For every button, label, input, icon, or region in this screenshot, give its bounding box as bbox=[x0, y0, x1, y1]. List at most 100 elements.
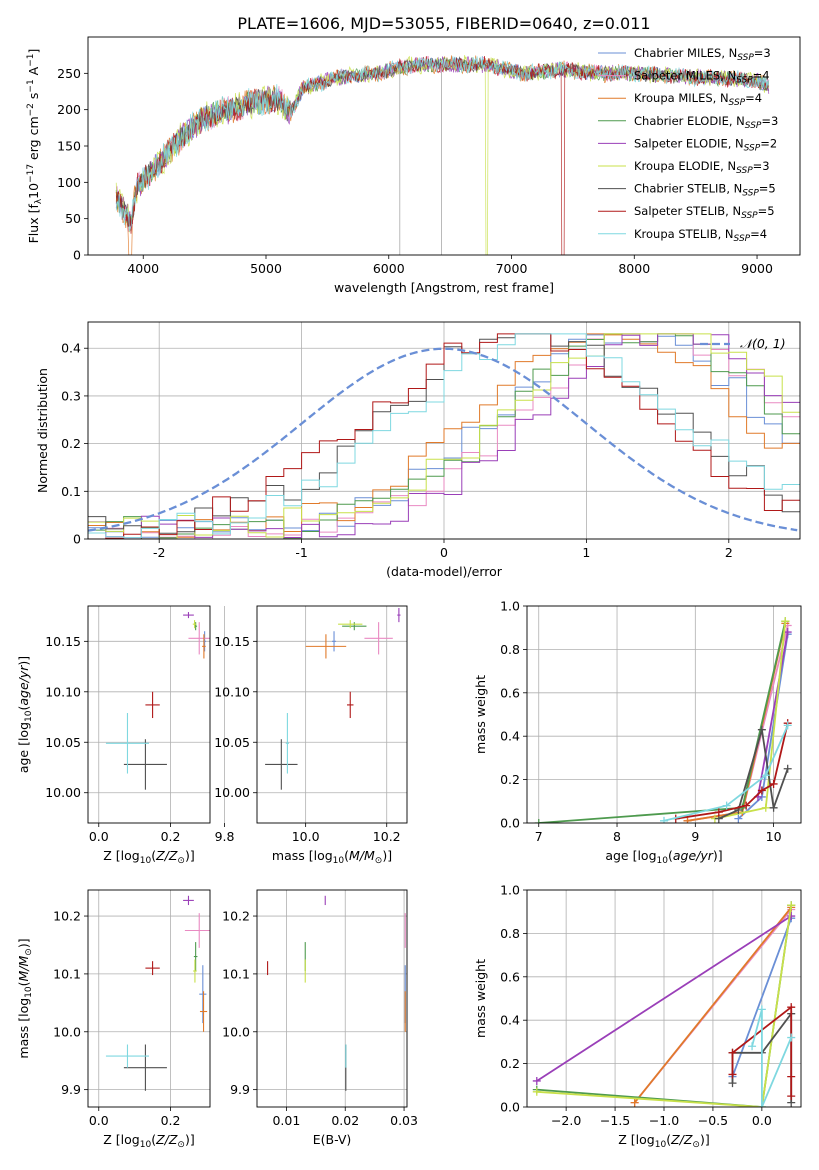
weight-line bbox=[714, 621, 787, 820]
x-tick-label: 9000 bbox=[741, 261, 773, 276]
weight-marker bbox=[728, 1070, 737, 1079]
y-tick-label: 0 bbox=[73, 248, 81, 263]
y-tick-label: 200 bbox=[57, 102, 81, 117]
x-tick-label: 0.2 bbox=[161, 829, 181, 844]
axes-frame bbox=[526, 605, 802, 824]
legend-label: 𝒩(0, 1) bbox=[740, 336, 786, 351]
y-axis-label: Normed distribution bbox=[35, 368, 50, 493]
x-tick-label: 7 bbox=[535, 829, 543, 844]
x-axis-label: Z [log10(Z/Z⊙)] bbox=[103, 1132, 194, 1150]
figure-title: PLATE=1606, MJD=53055, FIBERID=0640, z=0… bbox=[237, 14, 650, 33]
weight-marker bbox=[734, 814, 743, 823]
x-tick-label: 2 bbox=[725, 545, 733, 560]
y-tick-label: 0.2 bbox=[500, 772, 520, 787]
y-tick-label: 0.4 bbox=[500, 729, 520, 744]
y-tick-label: 10.15 bbox=[214, 634, 250, 649]
x-tick-label: -2 bbox=[153, 545, 165, 560]
y-tick-label: 0.2 bbox=[61, 436, 81, 451]
legend-label: Kroupa MILES, NSSP=4 bbox=[634, 91, 762, 108]
axes-frame bbox=[87, 889, 211, 1108]
x-tick-label: 0.0 bbox=[89, 1113, 109, 1128]
x-tick-label: 7000 bbox=[496, 261, 528, 276]
histogram-series bbox=[88, 333, 800, 539]
x-tick-label: 5000 bbox=[250, 261, 282, 276]
y-tick-label: 10.10 bbox=[214, 684, 250, 699]
weight-marker bbox=[787, 912, 796, 921]
legend: Chabrier MILES, NSSP=3 Salpeter MILES, NS… bbox=[598, 46, 778, 244]
y-axis-label: age [log10(age/yr)] bbox=[16, 656, 34, 773]
weight-marker bbox=[757, 786, 766, 795]
y-tick-label: 0.1 bbox=[61, 484, 81, 499]
weight-marker bbox=[714, 808, 723, 817]
y-tick-label: 10.2 bbox=[222, 909, 250, 924]
x-tick-label: 6000 bbox=[373, 261, 405, 276]
y-axis-label: Flux [fλ10−17 erg cm−2 s−1 A−1] bbox=[26, 49, 44, 244]
y-tick-label: 10.2 bbox=[53, 909, 81, 924]
axes-frame bbox=[87, 36, 801, 256]
legend-label: Salpeter ELODIE, NSSP=2 bbox=[634, 136, 777, 153]
legend-label: Kroupa STELIB, NSSP=4 bbox=[634, 227, 767, 244]
weight-line bbox=[663, 725, 789, 822]
y-tick-label: 9.9 bbox=[230, 1082, 250, 1097]
x-axis-label: age [log10(age/yr)] bbox=[605, 848, 722, 866]
weight-line bbox=[536, 915, 792, 1082]
legend-label: Kroupa ELODIE, NSSP=3 bbox=[634, 159, 770, 176]
weight-marker bbox=[783, 764, 792, 773]
y-tick-label: 0 bbox=[73, 532, 81, 547]
weight-marker bbox=[787, 1033, 796, 1042]
weight-line bbox=[633, 906, 792, 1104]
legend-label: Chabrier MILES, NSSP=3 bbox=[634, 46, 771, 63]
y-tick-label: 10.15 bbox=[45, 634, 81, 649]
x-tick-label: −1.5 bbox=[600, 1113, 630, 1128]
weight-marker bbox=[781, 617, 790, 626]
age-vs-mass-panel: 9.8 10.0 10.2 10.00 10.05 10.10 10.15 mass [log… bbox=[214, 605, 408, 866]
spectrum-line bbox=[115, 55, 770, 255]
weight-marker bbox=[728, 1079, 737, 1088]
legend-label: Salpeter STELIB, NSSP=5 bbox=[634, 204, 775, 221]
y-tick-label: 10.0 bbox=[222, 1024, 250, 1039]
y-axis-label: mass [log10(M/M⊙)] bbox=[16, 938, 34, 1058]
weight-marker bbox=[660, 816, 668, 823]
y-tick-label: 50 bbox=[65, 211, 81, 226]
y-tick-label: 0.0 bbox=[500, 1100, 520, 1115]
x-tick-label: 10.2 bbox=[373, 829, 401, 844]
weight-line bbox=[687, 625, 789, 822]
histogram-series bbox=[88, 333, 800, 539]
x-axis-label: mass [log10(M/M⊙)] bbox=[272, 848, 392, 866]
x-tick-label: 0 bbox=[440, 545, 448, 560]
axes-frame bbox=[256, 889, 408, 1108]
x-axis-label: Z [log10(Z/Z⊙)] bbox=[103, 848, 194, 866]
y-tick-label: 10.0 bbox=[53, 1024, 81, 1039]
x-tick-label: 9.8 bbox=[215, 829, 235, 844]
weight-marker bbox=[761, 803, 770, 812]
y-tick-label: 10.1 bbox=[53, 966, 81, 981]
axes-frame bbox=[256, 605, 408, 824]
y-tick-label: 0.8 bbox=[500, 926, 520, 941]
x-tick-label: -1 bbox=[295, 545, 307, 560]
weight-marker bbox=[748, 1042, 757, 1051]
age-vs-metallicity-panel: 0.0 0.2 10.00 10.05 10.10 10.15 Z [log10(Z/Z⊙)… bbox=[16, 605, 211, 866]
y-tick-label: 10.00 bbox=[214, 785, 250, 800]
x-tick-label: 0.02 bbox=[331, 1113, 359, 1128]
weight-line bbox=[757, 631, 789, 798]
weight-marker bbox=[761, 771, 770, 780]
y-tick-label: 0.6 bbox=[500, 969, 520, 984]
weight-line bbox=[751, 1009, 793, 1107]
y-tick-label: 100 bbox=[57, 175, 81, 190]
y-tick-label: 0.8 bbox=[500, 642, 520, 657]
y-tick-label: 10.1 bbox=[222, 966, 250, 981]
x-tick-label: −2.0 bbox=[551, 1113, 581, 1128]
weight-marker bbox=[757, 725, 766, 734]
x-tick-label: 10.0 bbox=[292, 829, 320, 844]
x-tick-label: 0.0 bbox=[752, 1113, 772, 1128]
y-tick-label: 1.0 bbox=[500, 883, 520, 898]
y-tick-label: 0.2 bbox=[500, 1056, 520, 1071]
normal-curve bbox=[88, 347, 798, 532]
x-tick-label: 9 bbox=[691, 829, 699, 844]
y-tick-label: 1.0 bbox=[500, 599, 520, 614]
axes-frame bbox=[87, 605, 211, 824]
x-tick-label: 0.2 bbox=[161, 1113, 181, 1128]
legend-label: Chabrier STELIB, NSSP=5 bbox=[634, 182, 776, 199]
x-axis-label: Z [log10(Z/Z⊙)] bbox=[618, 1132, 709, 1150]
axes-frame bbox=[87, 321, 801, 540]
